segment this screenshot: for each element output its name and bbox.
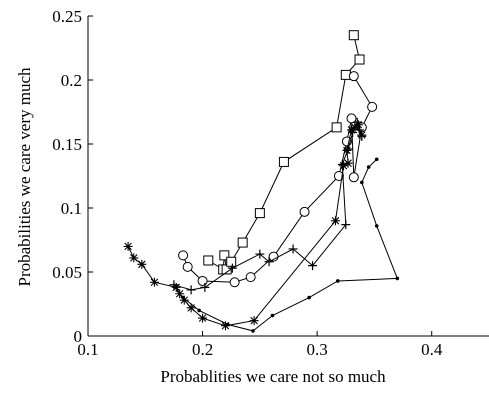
circle-marker bbox=[229, 277, 240, 288]
asterisk-marker bbox=[338, 161, 348, 171]
square-marker bbox=[348, 30, 359, 41]
square-marker bbox=[278, 156, 289, 167]
axis-ticks: 0.1 0.2 0.3 0.4 0 0.05 0.1 0.15 0.2 0.25 bbox=[52, 7, 443, 359]
dot-marker bbox=[366, 165, 371, 169]
dot-marker bbox=[225, 322, 230, 327]
circle-marker bbox=[346, 113, 357, 124]
circle-marker bbox=[348, 71, 359, 82]
series-square bbox=[203, 30, 365, 275]
series-line bbox=[208, 35, 361, 271]
asterisk-marker bbox=[249, 316, 259, 326]
plus-marker bbox=[255, 249, 265, 259]
dot-marker bbox=[270, 313, 275, 318]
asterisk-marker bbox=[171, 282, 181, 292]
dot-marker bbox=[197, 308, 201, 313]
plus-marker bbox=[227, 263, 237, 273]
square-marker bbox=[219, 250, 230, 261]
y-axis-title: Probabilities we care very much bbox=[15, 67, 34, 287]
asterisk-marker bbox=[186, 303, 196, 313]
dot-marker bbox=[307, 295, 311, 300]
asterisk-marker bbox=[350, 122, 360, 132]
square-marker bbox=[354, 54, 365, 65]
plus-marker bbox=[186, 285, 196, 295]
asterisk-marker bbox=[123, 241, 133, 251]
x-tick-label: 0.4 bbox=[421, 340, 443, 359]
series-plus bbox=[169, 117, 367, 295]
x-tick-label: 0.1 bbox=[77, 340, 98, 359]
dot-marker bbox=[181, 295, 185, 300]
x-tick-label: 0.2 bbox=[192, 340, 213, 359]
plus-marker bbox=[308, 261, 318, 271]
asterisk-marker bbox=[347, 125, 357, 135]
circle-marker bbox=[178, 250, 189, 261]
circle-marker bbox=[299, 206, 310, 217]
asterisk-marker bbox=[198, 313, 208, 323]
series-group bbox=[123, 30, 400, 333]
y-tick-label: 0.15 bbox=[52, 135, 82, 154]
y-tick-label: 0.1 bbox=[61, 199, 82, 218]
dot-marker bbox=[374, 157, 379, 162]
asterisk-marker bbox=[353, 120, 363, 130]
plus-marker bbox=[341, 220, 351, 230]
asterisk-marker bbox=[343, 158, 353, 168]
circle-marker bbox=[367, 101, 378, 112]
plus-marker bbox=[288, 244, 298, 254]
asterisk-marker bbox=[149, 277, 159, 287]
series-dot bbox=[181, 157, 400, 333]
asterisk-marker bbox=[342, 145, 352, 155]
plus-marker bbox=[200, 282, 210, 292]
asterisk-marker bbox=[357, 130, 367, 140]
square-marker bbox=[254, 208, 265, 219]
asterisk-marker bbox=[129, 253, 139, 263]
asterisk-marker bbox=[175, 289, 185, 299]
dot-marker bbox=[395, 276, 400, 281]
series-line bbox=[182, 75, 373, 283]
square-marker bbox=[340, 69, 351, 80]
plot-frame bbox=[87, 16, 489, 337]
plus-marker bbox=[264, 257, 274, 267]
series-line bbox=[182, 159, 399, 332]
square-marker bbox=[237, 237, 248, 248]
y-tick-label: 0.25 bbox=[52, 7, 82, 26]
y-tick-label: 0 bbox=[74, 327, 83, 346]
series-line bbox=[173, 120, 363, 291]
x-tick-label: 0.3 bbox=[307, 340, 328, 359]
x-axis-title: Probablities we care not so much bbox=[160, 367, 386, 386]
dot-marker bbox=[251, 329, 255, 333]
square-marker bbox=[226, 256, 237, 267]
asterisk-marker bbox=[220, 321, 230, 331]
circle-marker bbox=[348, 172, 359, 183]
dot-marker bbox=[335, 279, 340, 283]
square-marker bbox=[203, 255, 214, 266]
series-circle bbox=[178, 71, 378, 288]
square-marker bbox=[331, 122, 342, 133]
dot-marker bbox=[374, 224, 379, 228]
dot-marker bbox=[360, 180, 364, 185]
series-line bbox=[127, 123, 363, 327]
circle-marker bbox=[197, 275, 208, 286]
asterisk-marker bbox=[179, 295, 189, 305]
series-asterisk bbox=[123, 120, 367, 331]
asterisk-marker bbox=[330, 216, 340, 226]
y-tick-label: 0.2 bbox=[61, 71, 82, 90]
asterisk-marker bbox=[137, 259, 147, 269]
y-tick-label: 0.05 bbox=[52, 263, 82, 282]
circle-marker bbox=[182, 261, 193, 272]
circle-marker bbox=[245, 272, 256, 283]
